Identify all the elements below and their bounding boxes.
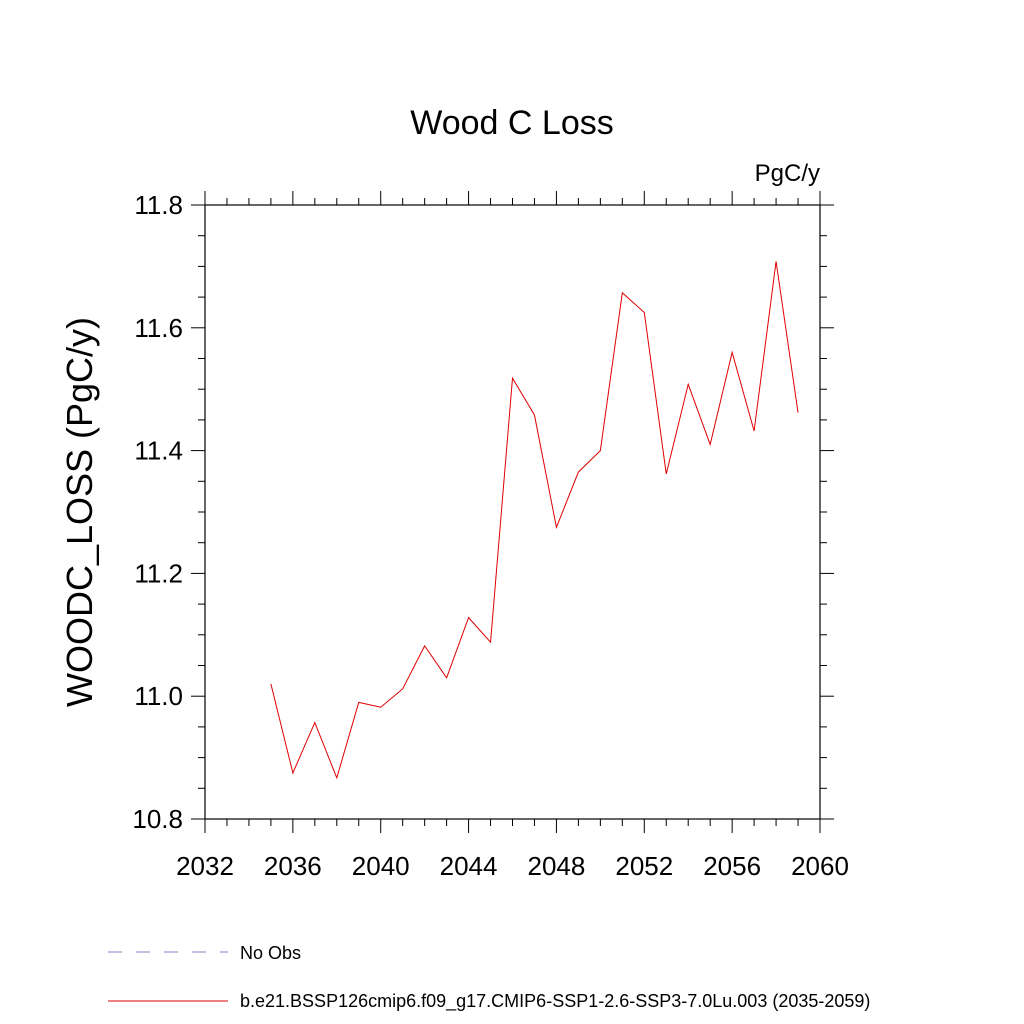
x-tick-label: 2060 [791, 851, 849, 881]
units-label: PgC/y [755, 160, 820, 187]
chart-title: Wood C Loss [410, 104, 613, 142]
y-tick-label: 11.2 [134, 558, 183, 588]
x-tick-label: 2040 [352, 851, 410, 881]
legend: No Obs b.e21.BSSP126cmip6.f09_g17.CMIP6-… [108, 943, 870, 1012]
y-axis-label: WOODC_LOSS (PgC/y) [59, 317, 100, 707]
legend-label-series: b.e21.BSSP126cmip6.f09_g17.CMIP6-SSP1-2.… [240, 991, 870, 1012]
x-tick-label: 2052 [615, 851, 673, 881]
x-tick-label: 2056 [703, 851, 761, 881]
series-line [270, 261, 799, 780]
x-tick-label: 2032 [176, 851, 234, 881]
y-tick-label: 11.6 [134, 313, 183, 343]
x-tick-label: 2048 [528, 851, 586, 881]
x-tick-label: 2036 [264, 851, 322, 881]
axis-tick-labels: 2032 2036 2040 2044 2048 2052 2056 2060 10.8 11.0… [132, 190, 849, 881]
y-tick-label: 10.8 [132, 804, 183, 834]
x-tick-label: 2044 [440, 851, 498, 881]
y-tick-label: 11.4 [134, 436, 183, 466]
legend-label-no-obs: No Obs [240, 943, 301, 963]
axis-ticks [191, 191, 834, 833]
y-tick-label: 11.8 [134, 190, 183, 220]
series-group [270, 261, 799, 780]
plot-frame [204, 204, 821, 820]
y-tick-label: 11.0 [134, 681, 183, 711]
